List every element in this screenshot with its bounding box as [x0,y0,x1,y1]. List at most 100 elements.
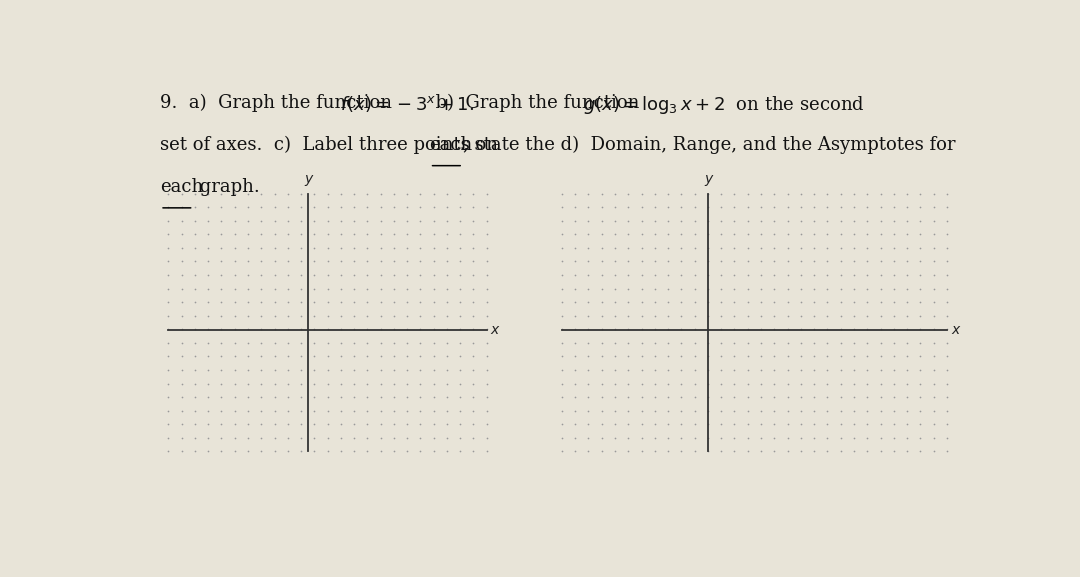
Point [899,433,916,443]
Point [872,271,889,280]
Point [593,406,610,415]
Point [187,271,204,280]
Point [606,338,623,347]
Point [266,189,283,198]
Point [846,271,863,280]
Point [699,406,716,415]
Point [939,365,956,374]
Point [477,311,495,320]
Point [386,311,403,320]
Point [699,325,716,334]
Point [187,447,204,456]
Point [606,243,623,253]
Point [739,203,756,212]
Point [912,216,929,226]
Point [580,230,597,239]
Point [160,419,177,429]
Point [766,284,783,293]
Point [319,284,336,293]
Point [606,406,623,415]
Point [424,379,442,388]
Point [660,447,677,456]
Point [846,203,863,212]
Point [726,352,743,361]
Point [411,433,429,443]
Point [226,392,243,402]
Point [912,365,929,374]
Point [438,271,456,280]
Point [553,433,570,443]
Point [213,447,230,456]
Point [213,433,230,443]
Point [266,338,283,347]
Text: 9.  a)  Graph the function: 9. a) Graph the function [160,93,404,112]
Point [726,406,743,415]
Point [846,230,863,239]
Point [606,447,623,456]
Point [451,447,469,456]
Point [266,230,283,239]
Point [293,352,310,361]
Point [306,189,323,198]
Point [306,216,323,226]
Point [872,338,889,347]
Point [859,257,876,266]
Point [859,298,876,307]
Point [793,352,810,361]
Point [739,325,756,334]
Point [240,230,257,239]
Point [899,230,916,239]
Point [279,419,296,429]
Point [424,311,442,320]
Point [359,433,376,443]
Point [859,284,876,293]
Point [359,325,376,334]
Point [451,379,469,388]
Point [846,406,863,415]
Point [553,230,570,239]
Point [633,352,650,361]
Point [912,447,929,456]
Point [793,230,810,239]
Point [620,230,637,239]
Point [386,284,403,293]
Point [646,447,663,456]
Point [386,392,403,402]
Point [346,338,363,347]
Point [187,365,204,374]
Point [886,447,903,456]
Point [899,379,916,388]
Point [713,311,730,320]
Point [806,325,823,334]
Point [399,298,416,307]
Point [673,338,690,347]
Point [580,298,597,307]
Point [606,216,623,226]
Point [699,189,716,198]
Point [699,365,716,374]
Point [477,243,495,253]
Point [173,379,190,388]
Point [912,230,929,239]
Point [279,392,296,402]
Point [464,419,482,429]
Point [899,447,916,456]
Point [438,325,456,334]
Point [686,216,703,226]
Point [819,338,836,347]
Point [939,284,956,293]
Point [580,352,597,361]
Point [912,298,929,307]
Point [160,433,177,443]
Text: y: y [704,171,713,186]
Point [753,284,770,293]
Point [451,352,469,361]
Point [451,284,469,293]
Point [293,257,310,266]
Point [886,392,903,402]
Point [477,419,495,429]
Point [464,257,482,266]
Point [620,352,637,361]
Point [306,243,323,253]
Point [886,406,903,415]
